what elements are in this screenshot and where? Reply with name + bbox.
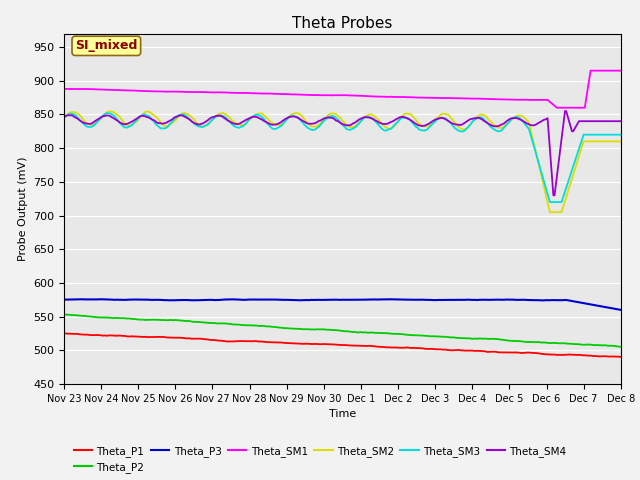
- Theta_SM1: [234, 90, 241, 96]
- Theta_SM4: [372, 118, 380, 123]
- Line: Theta_P2: Theta_P2: [64, 314, 621, 347]
- Theta_P1: [399, 345, 406, 350]
- Theta_P1: [566, 352, 573, 358]
- Theta_P1: [234, 338, 241, 344]
- Theta_SM4: [234, 121, 241, 127]
- Theta_P1: [295, 341, 303, 347]
- Theta_SM2: [60, 115, 68, 121]
- Line: Theta_P3: Theta_P3: [64, 299, 621, 310]
- Title: Theta Probes: Theta Probes: [292, 16, 392, 31]
- Theta_SM2: [470, 117, 478, 122]
- Theta_P2: [372, 330, 380, 336]
- Theta_SM4: [469, 116, 477, 121]
- Theta_SM4: [60, 114, 68, 120]
- Theta_P3: [60, 297, 68, 302]
- Theta_P3: [296, 298, 304, 303]
- Theta_P3: [470, 297, 478, 303]
- Theta_SM2: [568, 176, 576, 181]
- Theta_P1: [469, 348, 477, 354]
- Line: Theta_SM1: Theta_SM1: [64, 71, 621, 108]
- Theta_SM1: [567, 105, 575, 110]
- X-axis label: Time: Time: [329, 409, 356, 419]
- Theta_P3: [567, 298, 575, 304]
- Theta_SM2: [546, 209, 554, 215]
- Theta_P2: [399, 331, 406, 337]
- Theta_SM3: [373, 120, 381, 126]
- Theta_SM2: [399, 112, 407, 118]
- Theta_SM2: [296, 111, 304, 117]
- Theta_P3: [399, 297, 407, 302]
- Theta_SM3: [104, 110, 112, 116]
- Y-axis label: Probe Output (mV): Probe Output (mV): [17, 156, 28, 261]
- Theta_SM1: [399, 94, 406, 100]
- Line: Theta_SM4: Theta_SM4: [64, 111, 621, 195]
- Theta_SM4: [561, 108, 569, 114]
- Theta_P1: [617, 354, 625, 360]
- Theta_SM1: [60, 86, 68, 92]
- Theta_SM2: [373, 115, 381, 121]
- Theta_SM1: [295, 92, 303, 97]
- Theta_P2: [234, 322, 241, 327]
- Theta_SM1: [617, 68, 625, 73]
- Theta_SM3: [546, 199, 554, 205]
- Theta_SM4: [295, 116, 303, 121]
- Theta_SM2: [617, 139, 625, 144]
- Line: Theta_P1: Theta_P1: [64, 334, 621, 357]
- Line: Theta_SM2: Theta_SM2: [64, 111, 621, 212]
- Theta_P2: [617, 344, 625, 350]
- Theta_SM1: [553, 105, 561, 110]
- Theta_SM4: [568, 129, 576, 134]
- Theta_SM3: [234, 125, 242, 131]
- Theta_SM3: [617, 132, 625, 138]
- Theta_SM4: [399, 114, 406, 120]
- Theta_SM4: [617, 118, 625, 124]
- Theta_SM2: [106, 108, 113, 114]
- Theta_P2: [469, 336, 477, 342]
- Theta_P3: [617, 307, 625, 313]
- Theta_SM1: [587, 68, 595, 73]
- Theta_P3: [76, 296, 84, 302]
- Theta_SM3: [399, 115, 407, 120]
- Theta_P2: [60, 312, 68, 317]
- Text: SI_mixed: SI_mixed: [75, 39, 138, 52]
- Theta_SM3: [568, 167, 576, 173]
- Theta_P3: [373, 297, 381, 302]
- Theta_P1: [372, 344, 380, 349]
- Theta_P2: [566, 341, 573, 347]
- Theta_SM3: [296, 117, 304, 122]
- Theta_SM2: [234, 121, 242, 127]
- Theta_SM3: [470, 117, 478, 123]
- Theta_SM3: [60, 115, 68, 121]
- Theta_SM4: [550, 192, 557, 198]
- Theta_P3: [234, 297, 242, 302]
- Theta_P2: [295, 326, 303, 332]
- Theta_SM1: [372, 94, 380, 99]
- Legend: Theta_P1, Theta_P2, Theta_P3, Theta_SM1, Theta_SM2, Theta_SM3, Theta_SM4: Theta_P1, Theta_P2, Theta_P3, Theta_SM1,…: [70, 442, 571, 477]
- Theta_P1: [60, 331, 68, 336]
- Line: Theta_SM3: Theta_SM3: [64, 113, 621, 202]
- Theta_SM1: [469, 96, 477, 101]
